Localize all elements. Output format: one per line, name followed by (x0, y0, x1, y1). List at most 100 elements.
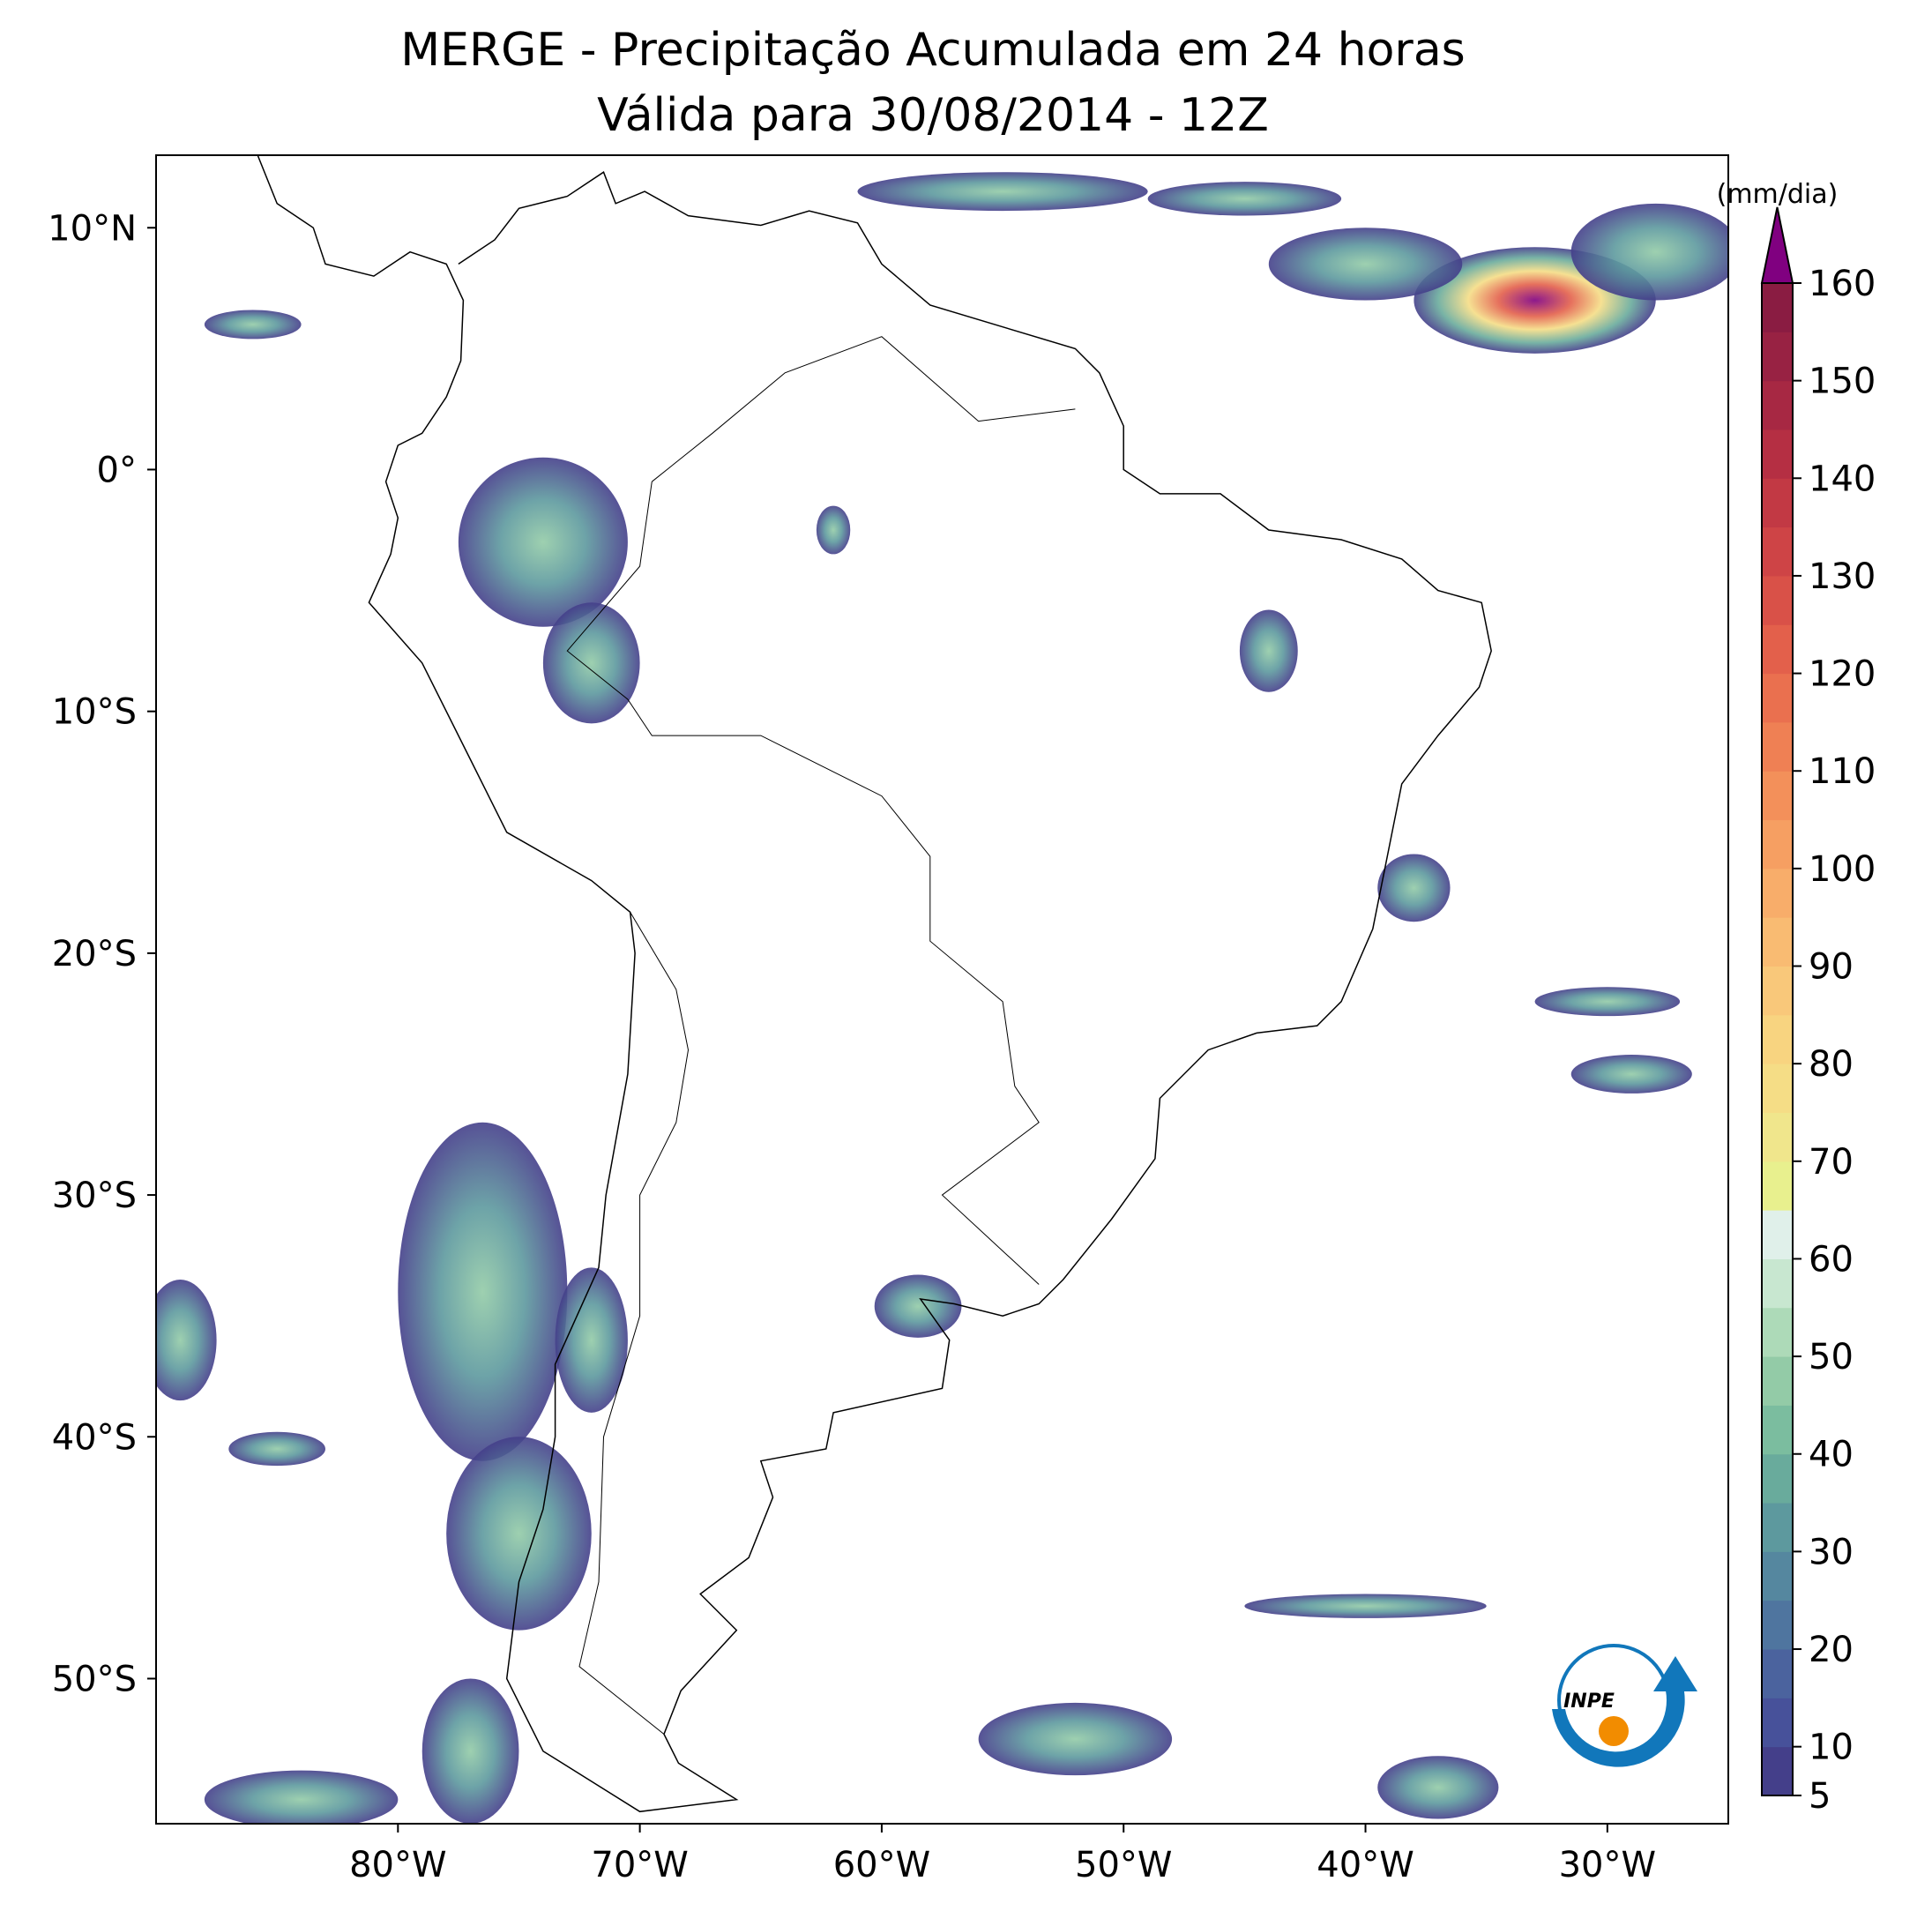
logo-dot (1599, 1716, 1629, 1746)
colorbar-band (1762, 1649, 1793, 1698)
colorbar-tick-label: 100 (1809, 849, 1876, 890)
colorbar-band (1762, 1405, 1793, 1455)
y-tick-label: 10°N (48, 208, 137, 249)
colorbar-label: (mm/dia) (1717, 179, 1839, 210)
precip-patch (542, 602, 640, 724)
colorbar-band (1762, 1014, 1793, 1064)
colorbar-tick-label: 150 (1809, 362, 1876, 402)
map-frame (155, 154, 1729, 1825)
colorbar-band (1762, 1258, 1793, 1309)
y-tick-label: 10°S (52, 692, 137, 733)
precip-patch (555, 1267, 628, 1413)
colorbar-band (1762, 721, 1793, 772)
colorbar-band (1762, 1746, 1793, 1796)
precip-patch (1244, 1594, 1487, 1618)
colorbar-band (1762, 624, 1793, 675)
colorbar-band (1762, 1698, 1793, 1748)
x-tick-label: 40°W (1317, 1845, 1414, 1885)
colorbar-band (1762, 868, 1793, 918)
colorbar-tick-label: 120 (1809, 654, 1876, 695)
colorbar-band (1762, 380, 1793, 430)
x-tick-label: 30°W (1559, 1845, 1656, 1885)
logo-arrow (1552, 1656, 1697, 1767)
colorbar-tick-label: 110 (1809, 751, 1876, 792)
colorbar-tick-label: 130 (1809, 556, 1876, 597)
precip-patch (857, 172, 1148, 212)
colorbar-band (1762, 478, 1793, 528)
colorbar-tick-label: 160 (1809, 264, 1876, 304)
colorbar-tick-label: 10 (1809, 1728, 1854, 1768)
y-tick-label: 20°S (52, 934, 137, 974)
colorbar-band (1762, 819, 1793, 870)
colorbar-band (1762, 966, 1793, 1016)
colorbar-tick-label: 140 (1809, 459, 1876, 499)
precip-patch (1377, 854, 1451, 922)
precip-patch (874, 1274, 962, 1338)
colorbar-band (1762, 1453, 1793, 1504)
x-tick-label: 70°W (591, 1845, 688, 1885)
colorbar-extend (1760, 206, 1794, 284)
precip-patch (1377, 1756, 1499, 1819)
precip-patch (446, 1437, 592, 1631)
precip-patch (204, 310, 302, 340)
precip-patch (1534, 987, 1681, 1017)
colorbar-tick-label: 70 (1809, 1142, 1854, 1183)
precip-patch (398, 1122, 568, 1461)
border (578, 912, 690, 1735)
precip-patch (421, 1678, 519, 1824)
title: MERGE - Precipitação Acumulada em 24 hor… (400, 24, 1466, 77)
precip-patch (1570, 203, 1728, 301)
precip-patch (1147, 182, 1342, 216)
colorbar-band (1762, 1064, 1793, 1113)
colorbar-band (1762, 673, 1793, 723)
border (651, 336, 1076, 482)
logo-text: INPE (1563, 1691, 1615, 1713)
precip-patch (816, 505, 851, 555)
colorbar-tick-label: 90 (1809, 947, 1854, 988)
colorbar-band (1762, 1503, 1793, 1552)
colorbar-band (1762, 283, 1793, 332)
colorbar-frame (1761, 282, 1794, 1796)
colorbar-band (1762, 1551, 1793, 1601)
colorbar-band (1762, 429, 1793, 479)
precip-patch (1570, 1055, 1692, 1094)
precip-patch (228, 1431, 326, 1467)
colorbar-band (1762, 575, 1793, 625)
colorbar-band (1762, 1600, 1793, 1650)
y-tick-label: 50°S (52, 1659, 137, 1699)
y-tick-label: 40°S (52, 1417, 137, 1458)
colorbar-tick-label: 30 (1809, 1532, 1854, 1572)
colorbar-tick-label: 20 (1809, 1630, 1854, 1670)
colorbar-tick-label: 50 (1809, 1337, 1854, 1377)
colorbar-tick-label: 5 (1809, 1776, 1831, 1817)
precip-patch (978, 1702, 1173, 1776)
x-tick-label: 50°W (1075, 1845, 1172, 1885)
colorbar-band (1762, 332, 1793, 382)
precip-patch (1239, 609, 1298, 692)
subtitle: Válida para 30/08/2014 - 12Z (597, 89, 1269, 142)
colorbar-band (1762, 1307, 1793, 1357)
border (566, 481, 1040, 1285)
colorbar-tick-label: 40 (1809, 1435, 1854, 1475)
precip-patch (204, 1770, 399, 1824)
colorbar-band (1762, 526, 1793, 577)
colorbar-band (1762, 917, 1793, 967)
precip-patch (156, 1280, 217, 1401)
logo: INPE (1552, 1644, 1697, 1767)
x-tick-label: 80°W (349, 1845, 446, 1885)
coastline (257, 155, 1492, 1813)
y-tick-label: 0° (97, 450, 137, 490)
x-tick-label: 60°W (833, 1845, 930, 1885)
precip-patch (458, 457, 628, 627)
colorbar-tick-label: 60 (1809, 1239, 1854, 1280)
colorbar-tick-label: 80 (1809, 1044, 1854, 1085)
precip-patch (1268, 228, 1463, 301)
colorbar-band (1762, 1210, 1793, 1259)
colorbar-band (1762, 1161, 1793, 1211)
colorbar-band (1762, 1112, 1793, 1162)
colorbar-band (1762, 1356, 1793, 1406)
y-tick-label: 30°S (52, 1176, 137, 1216)
colorbar-band (1762, 771, 1793, 821)
map-area (156, 155, 1728, 1824)
